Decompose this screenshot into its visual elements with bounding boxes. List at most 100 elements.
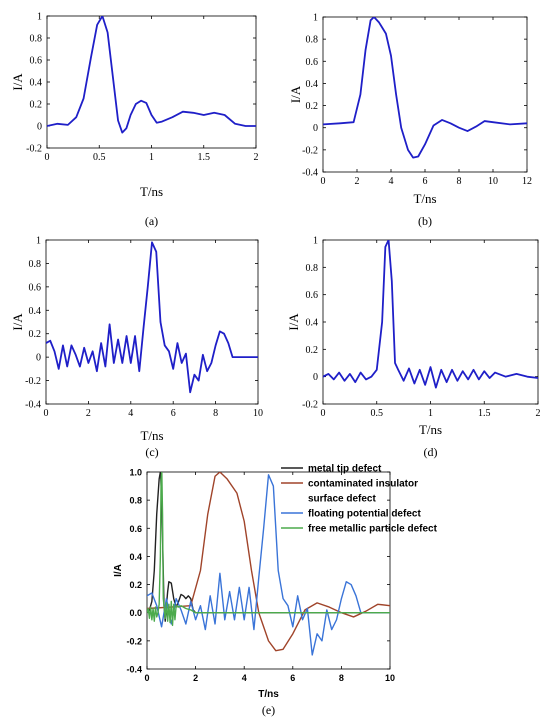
series-line-4 <box>147 472 390 627</box>
x-tick-label: 0.5 <box>93 152 106 163</box>
x-tick-label: 8 <box>457 176 462 187</box>
x-tick-label: 1 <box>149 152 154 163</box>
y-tick-label: 0.8 <box>306 263 319 274</box>
x-tick-label: 8 <box>213 408 218 419</box>
y-tick-label: 1.0 <box>129 468 142 478</box>
y-tick-label: 0.6 <box>29 282 42 293</box>
chart-b: 0 2 4 6 8 10 12 -0.4 -0.2 0 0.2 0.4 0.6 0.8 1 T/ns I/A (b… <box>288 13 532 229</box>
y-tick-label: 0 <box>313 123 318 134</box>
y-tick-label: 0.0 <box>129 608 142 618</box>
y-tick-label: 0.2 <box>29 329 42 340</box>
x-tick-label: 0 <box>144 673 149 683</box>
x-tick-label: 1.5 <box>478 408 491 419</box>
y-axis-label: I/A <box>288 85 303 103</box>
x-tick-label: 6 <box>423 176 428 187</box>
plot-frame <box>146 471 391 670</box>
x-tick-label: 0 <box>321 408 326 419</box>
x-tick-label: 1.5 <box>198 152 211 163</box>
x-tick-label: 4 <box>389 176 394 187</box>
series-line-1 <box>323 240 538 389</box>
y-tick-label: 0.6 <box>306 57 319 68</box>
y-axis-label: I/A <box>10 73 25 91</box>
y-tick-label: 0.6 <box>306 290 319 301</box>
chart-e: 0 2 4 6 8 10 -0.4 -0.2 0.0 0.2 0.4 0.6 0.8 1.0 T/ns I/A… <box>113 464 438 718</box>
x-tick-label: 1 <box>428 408 433 419</box>
y-tick-label: -0.2 <box>302 400 318 411</box>
y-tick-label: 0.6 <box>30 56 43 67</box>
x-tick-label: 2 <box>536 408 541 419</box>
y-tick-label: -0.2 <box>26 144 42 155</box>
x-axis-label: T/ns <box>419 422 442 437</box>
plot-frame <box>322 239 539 405</box>
x-tick-label: 10 <box>385 673 395 683</box>
x-axis-label: T/ns <box>140 428 163 443</box>
series-line-1 <box>147 472 390 622</box>
y-tick-label: 0.4 <box>306 318 319 329</box>
legend-label-4: free metallic particle defect <box>308 524 438 535</box>
series-line-1 <box>46 241 258 394</box>
x-tick-label: 10 <box>253 408 263 419</box>
y-tick-label: 0 <box>37 122 42 133</box>
series-group <box>47 16 256 134</box>
x-tick-label: 8 <box>339 673 344 683</box>
x-tick-label: 10 <box>488 176 498 187</box>
plot-frame <box>46 15 257 149</box>
y-tick-label: 0.8 <box>29 259 42 270</box>
y-tick-label: 0.2 <box>30 100 43 111</box>
legend-label-2-cont: surface defect <box>308 494 376 505</box>
y-tick-label: 0.6 <box>129 524 142 534</box>
panel-label: (b) <box>418 214 432 228</box>
y-tick-label: 0.8 <box>30 34 43 45</box>
legend-label-1: metal tip defect <box>308 464 382 475</box>
y-tick-label: 0.8 <box>129 496 142 506</box>
chart-d: 0 0.5 1 1.5 2-0.200.20.40.60.81T/nsI/A(d) <box>286 236 541 460</box>
y-tick-label: 0.4 <box>306 79 319 90</box>
chart-c: 0 2 4 6 8 10 -0.4 -0.2 0 0.2 0.4 0.6 0.8 1 T/ns I/A (c) <box>10 236 263 460</box>
legend: metal tip defect contaminated insulator su… <box>281 464 438 535</box>
y-tick-label: 0.4 <box>129 552 142 562</box>
legend-label-2: contaminated insulator <box>308 479 418 490</box>
x-tick-label: 12 <box>522 176 532 187</box>
y-tick-label: -0.4 <box>302 168 318 179</box>
y-tick-label: -0.2 <box>126 636 142 646</box>
x-axis-label: T/ns <box>413 191 436 206</box>
y-tick-label: 1 <box>313 236 318 247</box>
panel-label: (d) <box>424 445 438 459</box>
y-tick-label: -0.4 <box>126 665 142 675</box>
y-tick-label: 1 <box>313 13 318 24</box>
panel-label: (e) <box>262 703 275 717</box>
y-tick-label: 0 <box>36 353 41 364</box>
y-tick-label: 0.2 <box>306 345 319 356</box>
series-line-1 <box>323 17 527 159</box>
x-tick-label: 2 <box>86 408 91 419</box>
panel-label: (c) <box>145 445 158 459</box>
series-line-1 <box>47 16 256 134</box>
legend-label-3: floating potential defect <box>308 509 421 520</box>
y-tick-label: 0 <box>313 372 318 383</box>
x-tick-label: 2 <box>355 176 360 187</box>
x-tick-label: 4 <box>242 673 247 683</box>
x-tick-label: 2 <box>254 152 259 163</box>
x-tick-label: 6 <box>171 408 176 419</box>
series-group <box>147 472 390 656</box>
x-axis-label: T/ns <box>258 689 279 700</box>
y-tick-label: -0.2 <box>302 145 318 156</box>
y-tick-label: -0.2 <box>25 376 41 387</box>
x-tick-label: 0 <box>45 152 50 163</box>
plot-frame <box>322 16 528 173</box>
series-line-3 <box>147 474 390 656</box>
y-tick-label: 0.2 <box>129 580 142 590</box>
series-group <box>46 241 258 394</box>
y-axis-label: I/A <box>286 313 301 331</box>
x-tick-label: 4 <box>128 408 133 419</box>
chart-a: 0 0.5 1 1.5 2-0.200.20.40.60.81T/nsI/A(a) <box>10 12 259 229</box>
y-axis-label: I/A <box>10 313 25 331</box>
y-tick-label: 0.4 <box>29 306 42 317</box>
x-axis-label: T/ns <box>140 184 163 199</box>
x-tick-label: 0 <box>44 408 49 419</box>
y-tick-label: 0.8 <box>306 35 319 46</box>
series-group <box>323 240 538 389</box>
panel-label: (a) <box>145 214 158 228</box>
y-tick-label: -0.4 <box>25 400 41 411</box>
